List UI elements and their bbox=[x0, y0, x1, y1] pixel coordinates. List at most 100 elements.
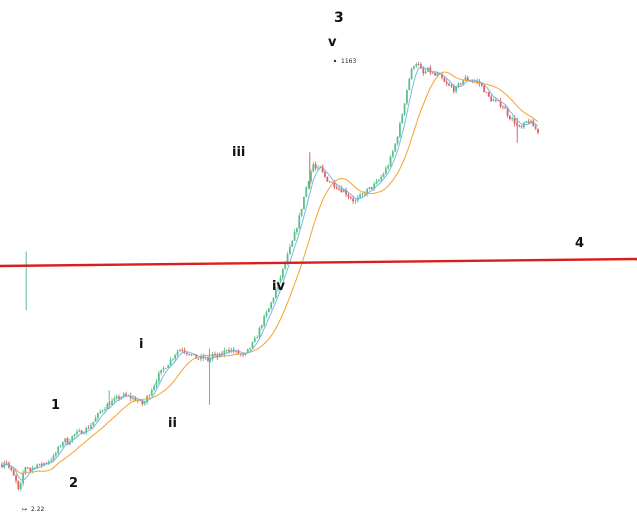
candle-body bbox=[291, 240, 294, 247]
candle-body bbox=[281, 268, 284, 278]
candle-body bbox=[413, 66, 415, 69]
candle-body bbox=[384, 168, 387, 174]
candle-body bbox=[504, 106, 507, 109]
candle-body bbox=[1, 464, 3, 468]
candle-body bbox=[265, 312, 268, 317]
candle-body bbox=[94, 417, 97, 422]
candle-body bbox=[310, 171, 312, 182]
candle-body bbox=[5, 462, 8, 464]
candle-body bbox=[417, 64, 420, 65]
candles-layer bbox=[1, 61, 539, 491]
candle-body bbox=[324, 171, 326, 177]
candle-body bbox=[471, 80, 474, 82]
candle-body bbox=[520, 126, 523, 128]
candle-body bbox=[22, 472, 24, 484]
slow-moving-average bbox=[1, 71, 539, 474]
candle-body bbox=[513, 117, 516, 124]
candle-body bbox=[518, 125, 521, 127]
candle-body bbox=[319, 166, 322, 168]
candle-body bbox=[12, 470, 15, 476]
wave-label-2: 2 bbox=[69, 476, 78, 491]
candle-body bbox=[462, 80, 465, 84]
candle-body bbox=[36, 464, 39, 469]
candle-body bbox=[85, 427, 88, 434]
candle-body bbox=[78, 430, 81, 432]
candle-body bbox=[57, 446, 60, 454]
candle-body bbox=[511, 117, 514, 120]
candle-body bbox=[387, 165, 390, 169]
candle-body bbox=[406, 90, 408, 104]
candle-body bbox=[525, 121, 528, 123]
low-price-label: 2.22 bbox=[31, 506, 45, 513]
candle-body bbox=[52, 455, 55, 461]
candle-body bbox=[441, 74, 443, 78]
candle-body bbox=[312, 164, 315, 172]
candle-body bbox=[214, 353, 216, 355]
candle-body bbox=[118, 396, 120, 399]
candle-body bbox=[286, 254, 289, 264]
candle-body bbox=[200, 356, 202, 360]
candle-body bbox=[478, 81, 481, 84]
candle-body bbox=[211, 353, 214, 360]
candle-body bbox=[361, 193, 364, 195]
wave-label-iv: iv bbox=[272, 279, 285, 294]
wave-label-i: i bbox=[139, 337, 143, 352]
candle-body bbox=[148, 395, 151, 397]
candle-body bbox=[260, 325, 263, 328]
candle-body bbox=[490, 96, 493, 102]
candle-body bbox=[368, 187, 371, 190]
candle-body bbox=[209, 359, 212, 361]
candle-body bbox=[359, 194, 362, 198]
candle-body bbox=[162, 368, 165, 370]
candle-body bbox=[277, 281, 280, 290]
candle-body bbox=[251, 341, 254, 348]
candle-body bbox=[90, 425, 92, 429]
candle-body bbox=[434, 73, 436, 76]
candle-body bbox=[352, 198, 354, 202]
candle-body bbox=[66, 438, 69, 445]
support-level-line bbox=[0, 257, 637, 268]
candle-body bbox=[61, 442, 64, 447]
candle-body bbox=[342, 189, 345, 193]
candle-body bbox=[150, 389, 153, 396]
candle-body bbox=[394, 143, 397, 152]
candle-body bbox=[314, 164, 317, 169]
candle-body bbox=[445, 81, 448, 84]
wave-label-1: 1 bbox=[51, 398, 60, 413]
candle-body bbox=[237, 350, 240, 354]
candle-body bbox=[270, 302, 273, 309]
candle-body bbox=[195, 354, 198, 359]
candle-body bbox=[307, 181, 310, 188]
candle-body bbox=[178, 349, 181, 352]
candle-body bbox=[104, 409, 106, 411]
candle-body bbox=[473, 81, 476, 82]
candle-body bbox=[83, 433, 85, 434]
candle-body bbox=[328, 181, 331, 183]
candle-body bbox=[223, 350, 226, 355]
candle-body bbox=[181, 349, 184, 351]
candle-body bbox=[403, 103, 406, 115]
candle-body bbox=[169, 359, 172, 366]
candle-body bbox=[321, 166, 324, 172]
candle-body bbox=[115, 396, 118, 399]
candle-body bbox=[253, 338, 256, 342]
candle-body bbox=[345, 189, 347, 195]
candle-body bbox=[274, 289, 277, 298]
candle-body bbox=[106, 403, 109, 410]
candle-body bbox=[480, 83, 483, 86]
candle-body bbox=[64, 438, 67, 443]
candle-body bbox=[120, 396, 123, 399]
candle-body bbox=[305, 187, 308, 197]
candle-body bbox=[186, 352, 188, 354]
candle-body bbox=[338, 188, 340, 190]
candle-body bbox=[143, 402, 146, 405]
candle-body bbox=[38, 463, 41, 465]
candle-body bbox=[225, 350, 228, 351]
candle-body bbox=[228, 350, 230, 352]
candle-body bbox=[101, 410, 104, 412]
high-price-label: 1163 bbox=[341, 58, 356, 65]
candle-body bbox=[401, 114, 404, 124]
candle-body bbox=[73, 434, 76, 437]
candle-body bbox=[99, 411, 102, 414]
candle-body bbox=[466, 77, 469, 81]
